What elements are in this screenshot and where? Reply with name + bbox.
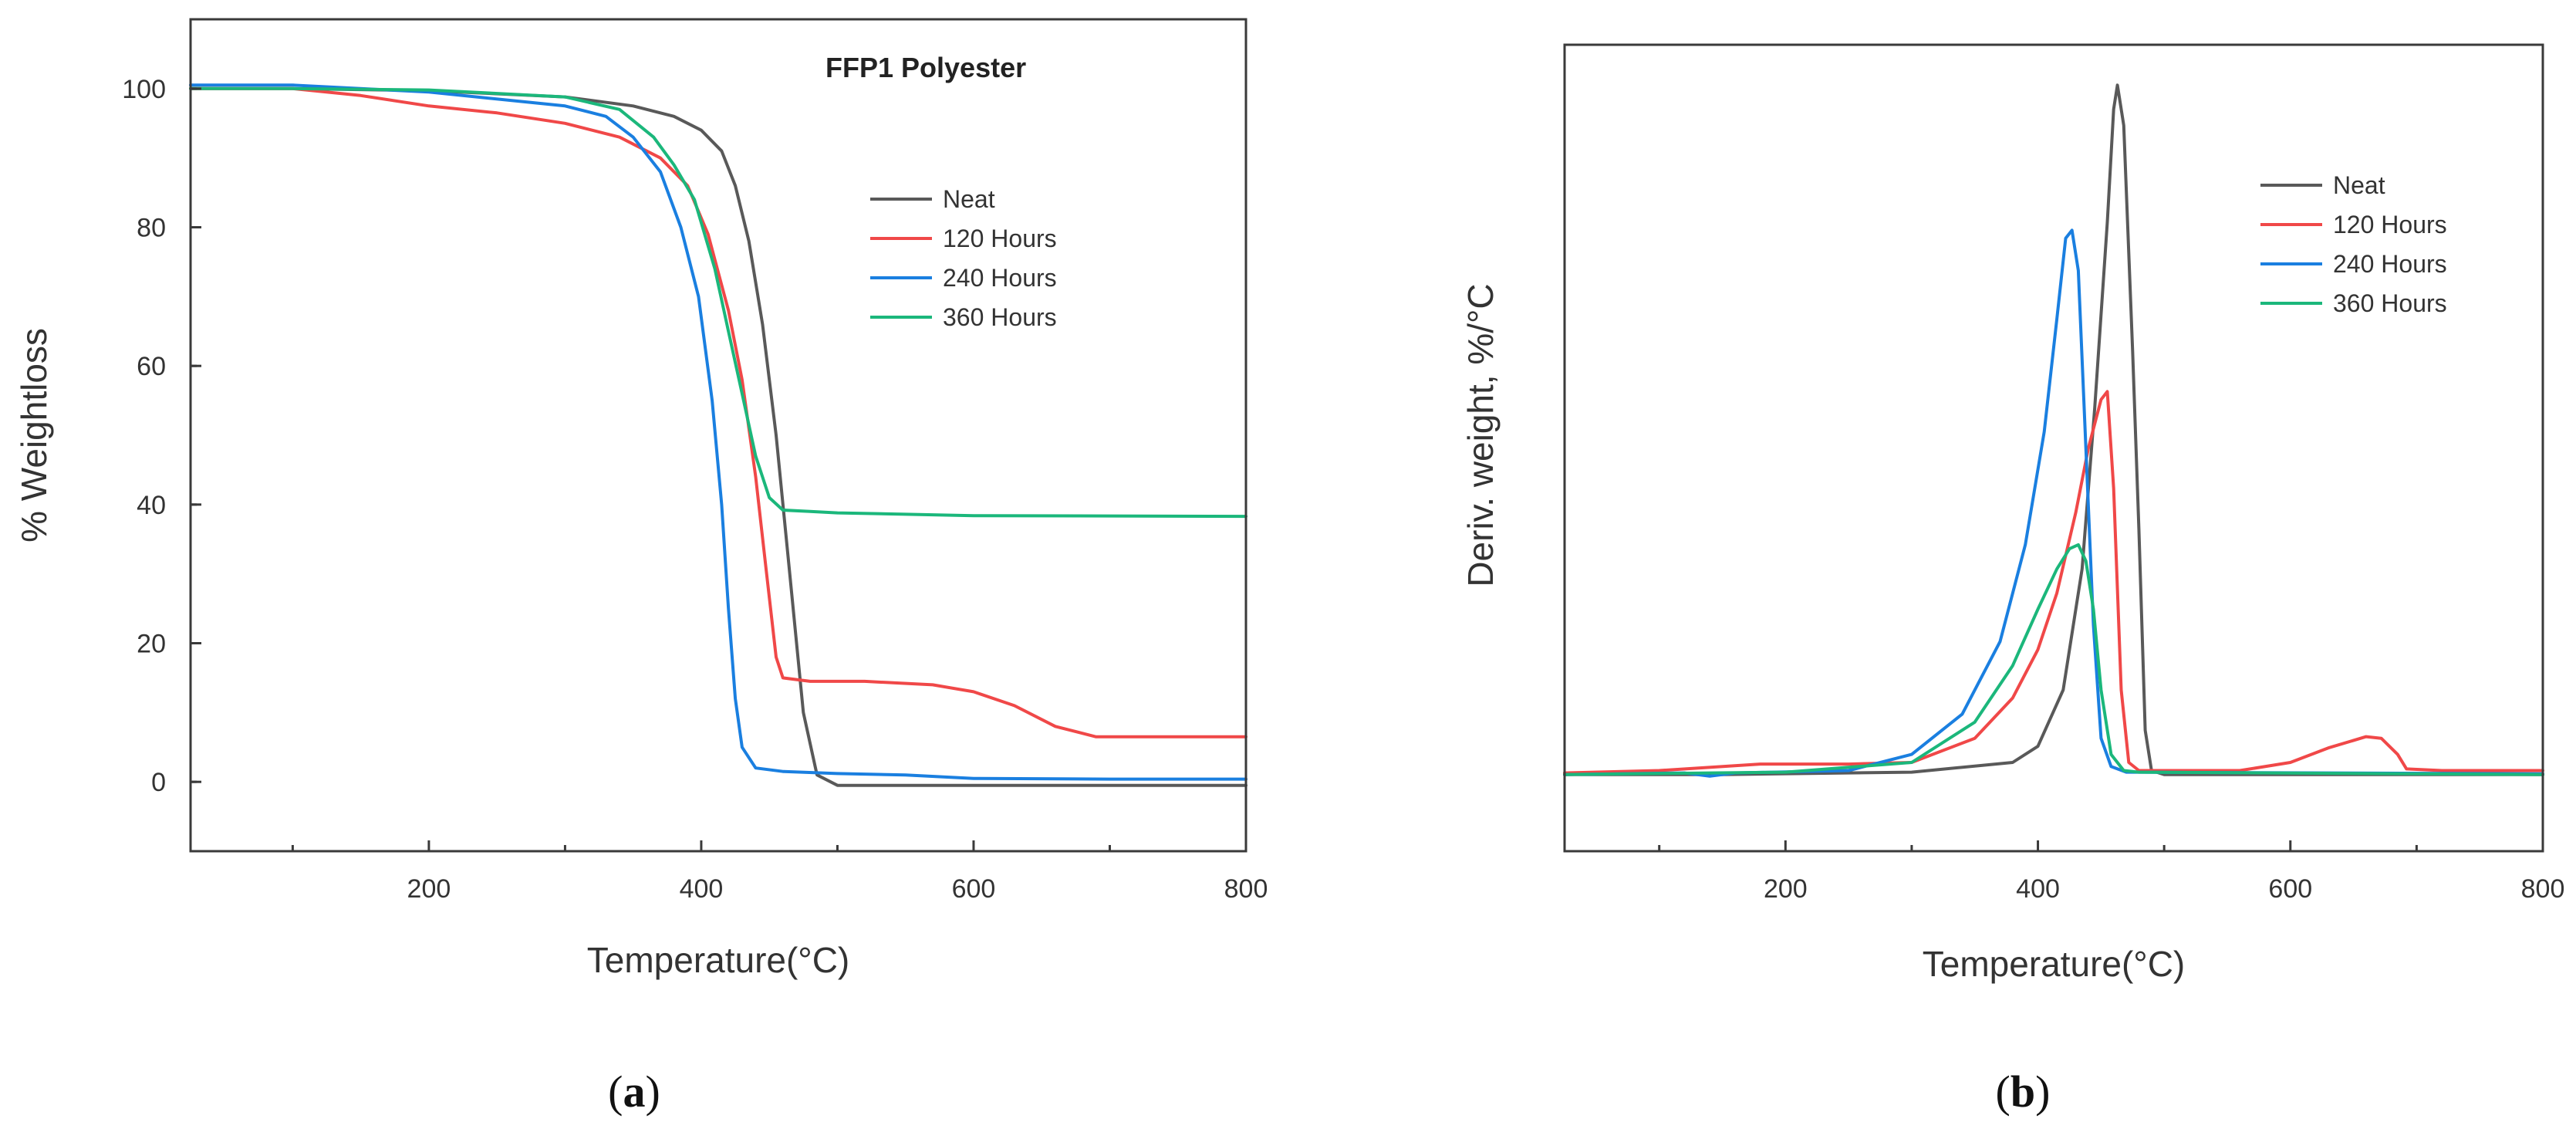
chart-a-panel-label: (a) <box>608 1066 660 1117</box>
series-line-360-hours <box>1563 543 2544 776</box>
y-tick-label: 60 <box>137 352 166 381</box>
chart-a-plot-frame <box>189 18 1247 853</box>
y-tick-label: 40 <box>137 491 166 520</box>
y-tick-label: 0 <box>151 768 166 797</box>
chart-b-x-axis-title: Temperature(°C) <box>1923 944 2186 984</box>
series-line-neat <box>189 86 1247 787</box>
chart-b-ticks: 200 400 600 800 <box>1658 840 2565 904</box>
y-tick-label: 100 <box>122 75 166 104</box>
chart-b-panel-label: (b) <box>1996 1066 2051 1117</box>
chart-b-y-axis-title: Deriv. weight, %/°C <box>1460 283 1501 586</box>
chart-a-legend: Neat 120 Hours 240 Hours 360 Hours <box>870 185 1057 331</box>
chart-a-ticks: 200 400 600 800 0 20 40 60 80 100 <box>122 75 1268 904</box>
panel-label-letter: a <box>623 1066 646 1117</box>
y-tick-label: 80 <box>137 214 166 243</box>
chart-b-legend: Neat 120 Hours 240 Hours 360 Hours <box>2260 171 2447 317</box>
series-line-neat <box>1563 83 2544 776</box>
series-line-240-hours <box>189 83 1247 781</box>
series-line-120-hours <box>189 86 1247 739</box>
panel-label-letter: b <box>2010 1066 2035 1117</box>
series-line-360-hours <box>189 86 1247 519</box>
panel-label-open-paren: ( <box>1996 1066 2010 1117</box>
legend-label: 360 Hours <box>943 303 1057 331</box>
x-tick-label: 200 <box>407 874 451 904</box>
legend-label: Neat <box>943 185 995 213</box>
chart-b: 200 400 600 800 Temperature(°C) Deriv. weig… <box>1460 43 2565 1117</box>
chart-a-y-axis-title: % Weightloss <box>14 328 54 543</box>
x-tick-label: 400 <box>2016 874 2060 904</box>
legend-label: 360 Hours <box>2333 289 2447 317</box>
chart-a-x-axis-title: Temperature(°C) <box>587 940 850 980</box>
x-tick-label: 600 <box>2268 874 2312 904</box>
series-line-120-hours <box>1563 390 2544 775</box>
chart-a-title: FFP1 Polyester <box>825 52 1026 83</box>
legend-label: 240 Hours <box>943 264 1057 292</box>
panel-label-close-paren: ) <box>646 1066 660 1117</box>
panel-label-close-paren: ) <box>2035 1066 2050 1117</box>
panel-label-open-paren: ( <box>608 1066 623 1117</box>
legend-label: 120 Hours <box>943 225 1057 252</box>
x-tick-label: 800 <box>1224 874 1268 904</box>
y-tick-label: 20 <box>137 630 166 659</box>
chart-b-plot-frame <box>1563 43 2544 853</box>
legend-label: 120 Hours <box>2333 211 2447 238</box>
x-tick-label: 600 <box>952 874 996 904</box>
legend-label: Neat <box>2333 171 2385 199</box>
legend-label: 240 Hours <box>2333 250 2447 278</box>
x-tick-label: 800 <box>2521 874 2565 904</box>
x-tick-label: 200 <box>1764 874 1808 904</box>
chart-a-series <box>189 83 1247 787</box>
chart-b-series <box>1563 83 2544 778</box>
x-tick-label: 400 <box>680 874 724 904</box>
